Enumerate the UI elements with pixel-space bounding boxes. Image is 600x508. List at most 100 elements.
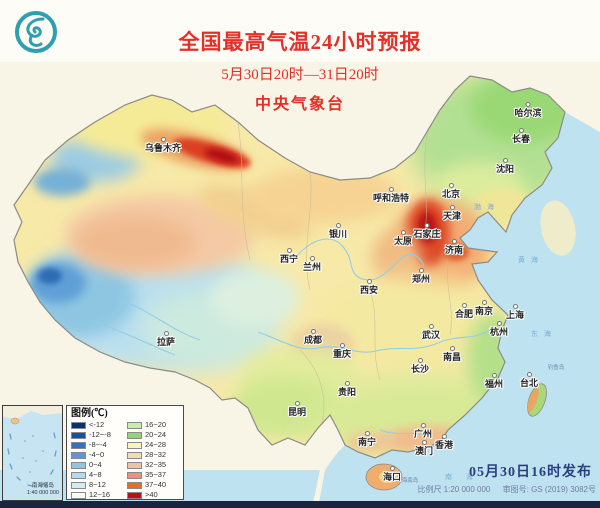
legend-swatch xyxy=(71,471,86,479)
city-marker: 呼和浩特 xyxy=(373,187,409,203)
legend-swatch xyxy=(127,491,142,499)
city-label: 福州 xyxy=(484,379,504,389)
city-dot xyxy=(424,223,430,228)
city-dot xyxy=(418,268,424,273)
city-label: 武汉 xyxy=(421,330,441,340)
city-marker: 南宁 xyxy=(358,431,376,447)
bottom-border-strip xyxy=(0,501,600,508)
city-label: 石家庄 xyxy=(413,229,441,239)
city-dot xyxy=(421,440,427,445)
legend-col-left: <-12 -12~-8 -8~-4 -4~0 0~4 4~8 8~12 12~16 xyxy=(71,420,123,500)
legend-swatch xyxy=(71,461,86,469)
city-marker: 西宁 xyxy=(280,248,298,264)
legend-swatch xyxy=(71,451,86,459)
legend-item: 28~32 xyxy=(127,450,179,460)
legend-label: 8~12 xyxy=(89,480,106,489)
inset-map-art xyxy=(3,406,62,500)
city-marker: 长春 xyxy=(512,128,530,144)
city-marker: 上海 xyxy=(506,304,524,320)
map-credits: 比例尺 1:20 000 000 审图号: GS (2019) 3082号 xyxy=(417,484,596,495)
legend-label: 24~28 xyxy=(145,440,167,449)
city-label: 太原 xyxy=(393,236,413,246)
city-marker: 拉萨 xyxy=(157,331,175,347)
inset-label: 南海诸岛 xyxy=(31,483,54,489)
city-label: 杭州 xyxy=(489,327,509,337)
city-label: 北京 xyxy=(441,189,461,199)
legend-col-right: 16~20 20~24 24~28 28~32 32~35 35~37 37~40 >40 xyxy=(127,420,179,500)
city-dot xyxy=(310,329,316,334)
legend-label: <-12 xyxy=(89,420,105,429)
city-dot xyxy=(441,434,447,439)
city-label: 呼和浩特 xyxy=(372,193,410,203)
legend-swatch xyxy=(127,431,142,439)
city-dot xyxy=(160,137,166,142)
map-audit-number: 审图号: GS (2019) 3082号 xyxy=(502,485,596,494)
city-dot xyxy=(400,230,406,235)
city-marker: 兰州 xyxy=(303,256,321,272)
city-marker: 太原 xyxy=(394,230,412,246)
city-dot xyxy=(389,466,395,471)
city-dot xyxy=(309,256,315,261)
city-label: 哈尔滨 xyxy=(514,108,542,118)
sea-label: 东海 xyxy=(531,331,557,338)
legend-item: 16~20 xyxy=(127,420,179,430)
city-label: 香港 xyxy=(434,440,454,450)
city-label: 澳门 xyxy=(414,446,434,456)
city-marker: 西安 xyxy=(360,279,378,295)
city-marker: 海口 xyxy=(383,466,401,482)
legend-item: 35~37 xyxy=(127,470,179,480)
city-marker: 成都 xyxy=(304,329,322,345)
legend-label: 20~24 xyxy=(145,430,167,439)
city-marker: 南京 xyxy=(475,300,493,316)
map-scale: 比例尺 1:20 000 000 xyxy=(417,485,491,494)
legend-label: 4~8 xyxy=(89,470,102,479)
sea-label: 钓鱼岛 xyxy=(547,365,565,371)
city-label: 广州 xyxy=(413,429,433,439)
city-label: 重庆 xyxy=(332,349,352,359)
legend-swatch xyxy=(71,481,86,489)
city-marker: 济南 xyxy=(445,239,463,255)
sea-label: 海南岛 xyxy=(401,478,419,484)
city-dot xyxy=(518,128,524,133)
city-dot xyxy=(335,223,341,228)
city-label: 南宁 xyxy=(357,437,377,447)
city-label: 上海 xyxy=(505,310,525,320)
city-label: 沈阳 xyxy=(495,164,515,174)
city-marker: 长沙 xyxy=(411,358,429,374)
legend-item: 32~35 xyxy=(127,460,179,470)
city-dot xyxy=(496,321,502,326)
city-dot xyxy=(449,205,455,210)
city-marker: 福州 xyxy=(485,373,503,389)
city-marker: 乌鲁木齐 xyxy=(145,137,181,153)
legend-swatch xyxy=(127,421,142,429)
release-time: 05月30日16时发布 xyxy=(469,465,592,480)
city-dot xyxy=(420,423,426,428)
city-marker: 郑州 xyxy=(412,268,430,284)
city-label: 郑州 xyxy=(411,274,431,284)
city-marker: 杭州 xyxy=(490,321,508,337)
legend-label: 32~35 xyxy=(145,460,167,469)
legend-item: -12~-8 xyxy=(71,430,123,440)
city-marker: 天津 xyxy=(443,205,461,221)
city-marker: 合肥 xyxy=(455,303,473,319)
temperature-legend: 图例(℃) <-12 -12~-8 -8~-4 -4~0 0~4 4~8 8~12 12~16… xyxy=(66,405,184,500)
legend-title: 图例(℃) xyxy=(71,408,108,419)
city-marker: 哈尔滨 xyxy=(514,102,542,118)
sea-label: 黄海 xyxy=(518,257,544,264)
legend-item: 8~12 xyxy=(71,480,123,490)
inset-scale: 1:40 000 000 xyxy=(26,490,59,496)
sea-label: 南 海 xyxy=(445,474,479,481)
south-china-sea-inset: 南海诸岛 1:40 000 000 xyxy=(2,405,63,501)
city-label: 天津 xyxy=(442,211,462,221)
legend-item: -8~-4 xyxy=(71,440,123,450)
city-marker: 广州 xyxy=(414,423,432,439)
legend-swatch xyxy=(127,441,142,449)
city-marker: 昆明 xyxy=(288,401,306,417)
legend-swatch xyxy=(127,481,142,489)
city-label: 成都 xyxy=(303,335,323,345)
city-marker: 南昌 xyxy=(443,346,461,362)
legend-swatch xyxy=(127,451,142,459)
legend-item: 24~28 xyxy=(127,440,179,450)
